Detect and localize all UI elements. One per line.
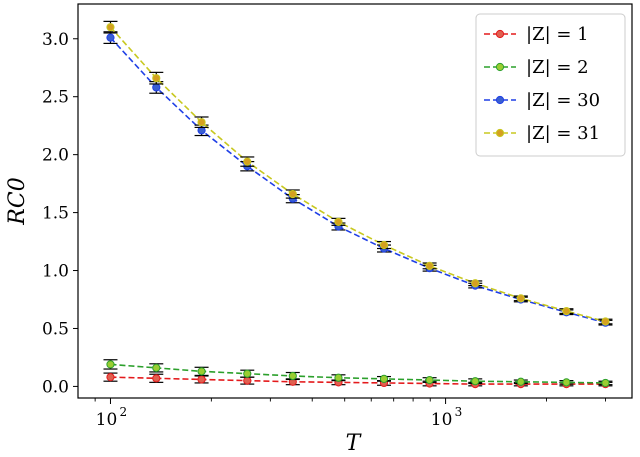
legend-marker (495, 95, 505, 105)
x-tick-exponent: 3 (455, 405, 463, 419)
data-point (243, 369, 252, 378)
data-point (379, 240, 389, 250)
y-tick-label: 2.5 (42, 88, 69, 108)
y-tick-label: 0.0 (42, 377, 69, 397)
y-tick-label: 1.5 (42, 204, 69, 224)
legend-item: |Z| = 30 (484, 90, 600, 111)
legend-marker (495, 29, 505, 39)
data-point (106, 373, 115, 382)
data-point (243, 157, 252, 166)
legend-item: |Z| = 1 (484, 24, 589, 45)
data-point (106, 23, 115, 32)
data-point (471, 279, 480, 288)
data-point (106, 33, 115, 42)
data-point (425, 375, 434, 385)
data-point (562, 378, 571, 387)
data-point (197, 118, 206, 127)
legend-label: |Z| = 2 (526, 57, 589, 78)
data-point (562, 306, 571, 316)
data-point (516, 294, 525, 303)
legend: |Z| = 1 |Z| = 2 |Z| = 30 |Z| = 31 (475, 13, 626, 157)
series-2 (103, 359, 613, 388)
y-tick-label: 2.0 (42, 146, 69, 166)
data-point (106, 360, 115, 369)
data-point (601, 317, 610, 326)
data-point (334, 217, 343, 226)
data-point (197, 367, 206, 376)
series-line (110, 376, 606, 385)
x-axis-label: T (346, 431, 363, 456)
data-point (288, 371, 297, 381)
series-line (110, 363, 606, 384)
y-axis-label: RC0 (5, 177, 30, 225)
x-tick-exponent: 2 (119, 405, 127, 419)
legend-label: |Z| = 30 (526, 90, 600, 111)
series-line (109, 26, 606, 323)
y-tick-label: 0.5 (42, 319, 69, 339)
legend-marker (495, 128, 505, 138)
data-point (243, 376, 252, 385)
data-point (152, 363, 161, 372)
data-point (601, 378, 610, 388)
series-layer (103, 20, 613, 389)
legend-label: |Z| = 1 (526, 24, 589, 45)
data-point (197, 375, 206, 384)
data-point (152, 83, 161, 92)
y-tick-label: 1.0 (42, 262, 69, 282)
plot-frame (77, 3, 633, 399)
x-tick-label: 10 (431, 410, 453, 430)
y-tick-label: 3.0 (42, 30, 69, 50)
data-point (425, 261, 434, 270)
legend-item: |Z| = 31 (484, 123, 600, 144)
series-line (109, 37, 606, 324)
data-point (152, 374, 161, 383)
x-tick-label: 10 (96, 410, 118, 430)
data-point (288, 189, 297, 199)
data-point (471, 377, 480, 386)
series-4 (103, 20, 613, 326)
legend-marker (495, 62, 505, 72)
data-point (516, 377, 525, 386)
data-point (334, 373, 343, 382)
data-point (379, 374, 389, 383)
legend-box (475, 13, 626, 157)
legend-label: |Z| = 31 (526, 123, 600, 144)
legend-item: |Z| = 2 (484, 57, 589, 78)
data-point (152, 74, 161, 83)
